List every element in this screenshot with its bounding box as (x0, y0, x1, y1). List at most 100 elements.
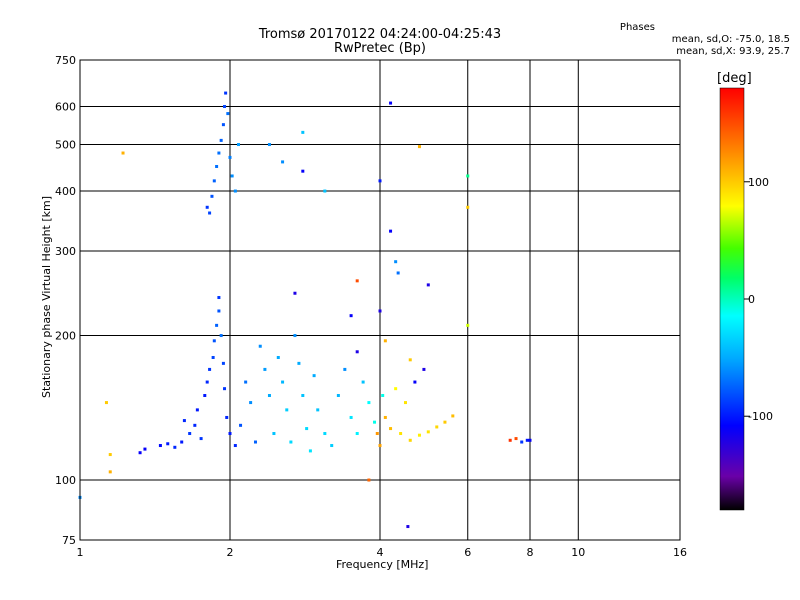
data-point (281, 160, 285, 164)
x-tick-label: 10 (571, 546, 585, 559)
data-point (108, 470, 112, 474)
colorbar-tick-label: 100 (748, 176, 769, 189)
data-point (417, 433, 421, 437)
data-point (413, 380, 417, 384)
data-point (389, 101, 393, 105)
data-point (212, 179, 216, 183)
data-point (426, 430, 430, 434)
data-point (223, 387, 227, 391)
data-point (301, 130, 305, 134)
data-point (193, 423, 197, 427)
y-tick-label: 75 (62, 534, 76, 547)
chart-title: Tromsø 20170122 04:24:00-04:25:43 (258, 27, 502, 42)
data-point (233, 189, 237, 193)
y-axis-label: Stationary phase Virtual Height [km] (40, 195, 53, 398)
data-point (210, 194, 214, 198)
data-point (443, 420, 447, 424)
data-point (217, 296, 221, 300)
colorbar-label: [deg] (717, 71, 752, 86)
data-point (233, 444, 237, 448)
data-point (108, 453, 112, 457)
data-point (205, 205, 209, 209)
data-point (224, 91, 228, 95)
x-tick-label: 6 (464, 546, 471, 559)
data-point (211, 355, 215, 359)
data-point (205, 380, 209, 384)
data-point (297, 361, 301, 365)
y-tick-label: 600 (55, 101, 76, 114)
data-point (217, 151, 221, 155)
data-point (285, 408, 289, 412)
data-point (223, 105, 227, 109)
data-point (399, 432, 403, 436)
data-point (422, 367, 426, 371)
y-tick-label: 750 (55, 54, 76, 67)
data-point (182, 419, 186, 423)
data-point (408, 438, 412, 442)
data-point (383, 415, 387, 419)
plot-grid (80, 60, 680, 540)
data-point (219, 138, 223, 142)
data-point (188, 432, 192, 436)
data-point (367, 401, 371, 405)
data-point (208, 211, 212, 215)
data-point (180, 440, 184, 444)
data-point (466, 323, 470, 327)
data-point (293, 291, 297, 295)
data-point (417, 145, 421, 149)
data-point (426, 283, 430, 287)
chart-subtitle: RwPretec (Bp) (333, 41, 427, 56)
colorbar-ticks: 100 0 -100 (744, 176, 773, 423)
data-point (343, 367, 347, 371)
data-point (378, 309, 382, 313)
data-point (212, 339, 216, 343)
phase-title: Phases (619, 22, 655, 33)
data-point (378, 444, 382, 448)
data-point (355, 279, 359, 283)
data-point (308, 449, 312, 453)
x-tick-label: 16 (673, 546, 687, 559)
data-point (330, 444, 334, 448)
phase-x-stats: mean, sd,X: 93.9, 25.7 (676, 46, 790, 57)
data-point (451, 414, 455, 418)
data-point (203, 394, 207, 398)
data-point (230, 174, 234, 178)
y-tick-label: 400 (55, 185, 76, 198)
y-tick-label: 200 (55, 330, 76, 343)
data-point (225, 415, 229, 419)
data-point (375, 432, 379, 436)
data-point (394, 387, 398, 391)
data-point (267, 143, 271, 147)
data-point (349, 314, 353, 318)
data-point (219, 334, 223, 338)
data-point (403, 401, 407, 405)
y-tick-label: 100 (55, 474, 76, 487)
data-point (195, 408, 199, 412)
data-point (389, 229, 393, 233)
data-point (199, 437, 203, 441)
x-tick-label: 1 (77, 546, 84, 559)
data-point (173, 445, 177, 449)
data-point (305, 427, 309, 431)
data-point (383, 339, 387, 343)
x-tick-label: 4 (377, 546, 384, 559)
data-point (514, 437, 518, 441)
data-point (138, 451, 142, 455)
axis-ticks: 1 2 4 6 8 10 16 75 100 200 300 400 500 600 750 (55, 54, 687, 559)
data-point (249, 401, 253, 405)
data-point (215, 164, 219, 168)
data-point (272, 432, 276, 436)
data-point (236, 143, 240, 147)
data-point (158, 444, 162, 448)
scatter-points (78, 91, 532, 529)
data-point (228, 432, 232, 436)
data-point (367, 478, 371, 482)
data-point (293, 334, 297, 338)
data-point (239, 423, 243, 427)
data-point (221, 123, 225, 127)
data-point (355, 350, 359, 354)
data-point (226, 112, 230, 116)
y-tick-label: 300 (55, 245, 76, 258)
data-point (406, 525, 410, 529)
